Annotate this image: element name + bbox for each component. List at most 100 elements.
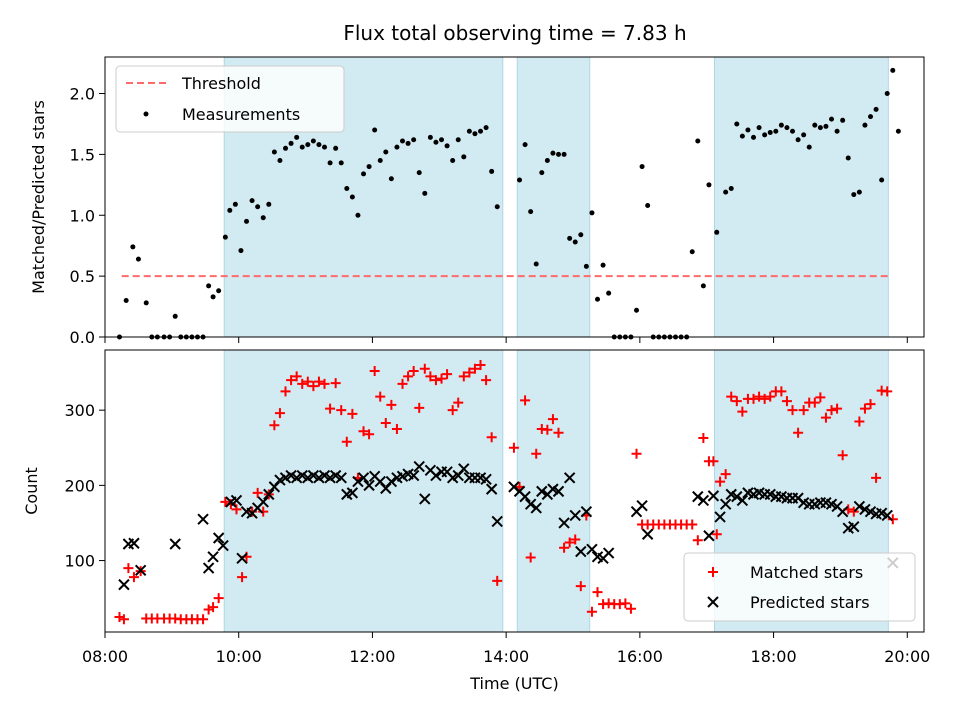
measurement-point bbox=[210, 294, 216, 300]
measurement-point bbox=[327, 160, 333, 166]
measurement-point bbox=[489, 168, 495, 174]
measurement-point bbox=[305, 142, 311, 148]
matched-point bbox=[520, 395, 531, 406]
matched-point bbox=[692, 535, 703, 546]
predicted-point bbox=[236, 552, 248, 565]
chart-title: Flux total observing time = 7.83 h bbox=[343, 21, 686, 45]
y-tick-label: 0.5 bbox=[70, 267, 95, 286]
matched-point bbox=[237, 572, 248, 583]
measurement-point bbox=[299, 144, 305, 150]
x-tick-label: 10:00 bbox=[216, 647, 262, 666]
predicted-point bbox=[385, 475, 398, 488]
predicted-point bbox=[169, 538, 181, 550]
measurement-point bbox=[751, 134, 757, 140]
measurement-point bbox=[645, 203, 651, 209]
measurement-point bbox=[890, 67, 896, 73]
measurement-point bbox=[349, 194, 355, 200]
measurement-point bbox=[232, 201, 238, 207]
matched-point bbox=[832, 403, 843, 414]
matched-point bbox=[625, 603, 636, 614]
matched-point bbox=[854, 416, 865, 427]
matched-point bbox=[787, 405, 798, 416]
predicted-point bbox=[419, 493, 431, 505]
measurement-point bbox=[778, 122, 784, 128]
measurement-point bbox=[856, 189, 862, 195]
matched-point bbox=[809, 397, 820, 408]
predicted-point bbox=[357, 472, 370, 484]
matched-point bbox=[865, 399, 876, 410]
matched-point bbox=[436, 373, 447, 384]
legend: Threshold Measurements bbox=[115, 65, 345, 133]
matched-point bbox=[247, 506, 258, 517]
legend: Matched stars Predicted stars bbox=[683, 552, 916, 622]
measurement-point bbox=[355, 212, 361, 218]
measurement-point bbox=[400, 138, 406, 144]
measurement-point bbox=[700, 283, 706, 289]
predicted-point bbox=[263, 488, 275, 501]
y-axis-label: Matched/Predicted stars bbox=[29, 100, 48, 294]
matched-point bbox=[286, 375, 297, 386]
predicted-point bbox=[530, 502, 542, 514]
matched-point bbox=[837, 450, 848, 461]
matched-point bbox=[419, 363, 430, 374]
matched-point bbox=[631, 448, 642, 459]
measurement-point bbox=[416, 170, 422, 176]
matched-point bbox=[203, 604, 214, 615]
matched-point bbox=[726, 391, 737, 402]
measurement-point bbox=[845, 155, 851, 161]
matched-point bbox=[731, 396, 742, 407]
measurement-point bbox=[172, 313, 178, 319]
legend-box bbox=[683, 552, 916, 622]
matched-point bbox=[425, 371, 436, 382]
measurement-point bbox=[634, 307, 640, 313]
measurement-point bbox=[266, 201, 272, 207]
series-matched-stars bbox=[114, 360, 898, 625]
measurement-point bbox=[561, 151, 567, 157]
measurement-point bbox=[277, 157, 283, 163]
matched-point bbox=[531, 448, 542, 459]
matched-point bbox=[547, 414, 558, 425]
measurement-point bbox=[784, 125, 790, 131]
axes-frame bbox=[104, 349, 925, 633]
measurement-point bbox=[812, 122, 818, 128]
matched-point bbox=[358, 426, 369, 437]
measurement-point bbox=[283, 145, 289, 151]
matched-point bbox=[553, 427, 564, 438]
predicted-point bbox=[536, 485, 548, 498]
measurement-point bbox=[238, 248, 244, 254]
matched-point bbox=[776, 386, 787, 397]
measurement-point bbox=[823, 123, 829, 129]
matched-point bbox=[341, 436, 352, 447]
matched-point bbox=[258, 506, 269, 517]
measurement-point bbox=[873, 106, 879, 112]
predicted-point bbox=[692, 490, 704, 503]
measurement-point bbox=[879, 177, 885, 183]
matched-point bbox=[887, 514, 898, 525]
matched-point bbox=[297, 378, 308, 389]
measurement-point bbox=[706, 182, 712, 188]
series-measurements bbox=[116, 67, 901, 340]
measurement-point bbox=[539, 170, 545, 176]
predicted-point bbox=[580, 505, 593, 518]
legend-predicted-swatch bbox=[707, 596, 719, 608]
legend-label-measurements: Measurements bbox=[182, 105, 300, 124]
matched-point bbox=[542, 424, 553, 435]
measurement-point bbox=[249, 198, 255, 204]
measurement-point bbox=[271, 149, 277, 155]
predicted-point bbox=[197, 513, 209, 525]
measurement-point bbox=[260, 215, 266, 221]
matched-point bbox=[403, 371, 414, 382]
matched-point bbox=[748, 393, 759, 404]
predicted-point bbox=[207, 551, 219, 563]
matched-point bbox=[586, 606, 597, 617]
measurement-point bbox=[639, 164, 645, 170]
matched-point bbox=[391, 423, 402, 434]
matched-point bbox=[564, 537, 575, 548]
y-axis-label: Count bbox=[22, 467, 41, 515]
y-tick-label: 300 bbox=[64, 401, 95, 420]
matched-point bbox=[453, 397, 464, 408]
predicted-point bbox=[352, 475, 364, 488]
measurement-point bbox=[206, 283, 212, 289]
x-tick-label: 12:00 bbox=[349, 647, 395, 666]
